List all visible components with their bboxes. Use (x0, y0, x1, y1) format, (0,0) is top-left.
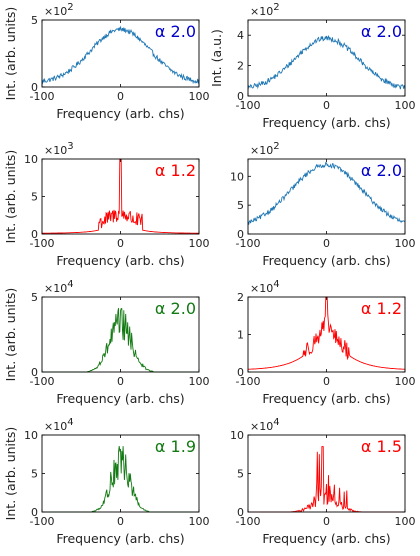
x-tick-label: 0 (323, 375, 330, 388)
y-tick-label: 5 (31, 14, 38, 27)
x-tick-label: 0 (323, 237, 330, 250)
x-tick-label: 100 (395, 375, 416, 388)
x-tick-label: -100 (236, 237, 261, 250)
y-axis-label: Int. (arb. units) (3, 150, 18, 244)
alpha-annotation: α 1.5 (361, 437, 402, 456)
y-tick-label: 0 (237, 90, 244, 103)
y-tick-label: 5 (31, 291, 38, 304)
axis-multiplier: ×104 (250, 279, 280, 295)
axis-multiplier: ×103 (44, 141, 74, 157)
x-tick-label: -100 (236, 99, 261, 112)
x-tick-label: 0 (323, 515, 330, 528)
series-line (247, 34, 406, 90)
y-tick-label: 5 (237, 468, 244, 481)
alpha-annotation: α 1.9 (155, 437, 196, 456)
x-tick-label: 0 (117, 375, 124, 388)
y-axis-label: Int. (arb. units) (3, 7, 18, 101)
x-tick-label: -100 (236, 515, 261, 528)
x-axis-label: Frequency (arb. chs) (262, 531, 390, 546)
x-tick-label: -100 (30, 515, 55, 528)
x-tick-label: 0 (117, 515, 124, 528)
series-line (41, 25, 200, 85)
x-tick-label: -100 (30, 375, 55, 388)
axis-multiplier: ×104 (44, 417, 74, 433)
x-axis-label: Frequency (arb. chs) (262, 115, 390, 130)
x-tick-label: 100 (395, 515, 416, 528)
x-tick-label: 100 (189, 375, 210, 388)
x-tick-label: 0 (323, 99, 330, 112)
alpha-annotation: α 1.2 (155, 161, 196, 180)
y-tick-label: 10 (230, 170, 244, 183)
x-tick-label: 100 (395, 237, 416, 250)
x-tick-label: -100 (30, 90, 55, 103)
x-tick-label: 0 (117, 237, 124, 250)
x-tick-label: 100 (189, 515, 210, 528)
x-tick-label: -100 (30, 237, 55, 250)
x-axis-label: Frequency (arb. chs) (56, 106, 184, 121)
x-tick-label: -100 (236, 375, 261, 388)
y-tick-label: 2 (237, 60, 244, 73)
y-tick-label: 0 (31, 506, 38, 519)
x-axis-label: Frequency (arb. chs) (56, 391, 184, 406)
y-tick-label: 5 (31, 191, 38, 204)
y-tick-label: 0 (237, 366, 244, 379)
y-tick-label: 1 (237, 329, 244, 342)
x-axis-label: Frequency (arb. chs) (56, 253, 184, 268)
series-line (248, 446, 405, 513)
axis-multiplier: ×104 (44, 279, 74, 295)
axis-multiplier: ×104 (250, 417, 280, 433)
y-tick-label: 10 (230, 429, 244, 442)
x-axis-label: Frequency (arb. chs) (262, 391, 390, 406)
axis-multiplier: ×102 (44, 2, 74, 18)
x-tick-label: 0 (117, 90, 124, 103)
series-line (247, 161, 406, 225)
y-tick-label: 4 (237, 29, 244, 42)
y-axis-label: Int. (arb. units) (3, 288, 18, 382)
axis-multiplier: ×102 (250, 2, 280, 18)
alpha-annotation: α 2.0 (155, 22, 196, 41)
x-axis-label: Frequency (arb. chs) (56, 531, 184, 546)
x-tick-label: 100 (395, 99, 416, 112)
y-tick-label: 5 (237, 199, 244, 212)
y-tick-label: 2 (237, 291, 244, 304)
y-axis-label: Int. (arb. units) (3, 427, 18, 521)
alpha-annotation: α 2.0 (361, 161, 402, 180)
y-tick-label: 0 (237, 228, 244, 241)
y-tick-label: 0 (31, 81, 38, 94)
y-tick-label: 10 (24, 153, 38, 166)
y-tick-label: 5 (31, 468, 38, 481)
y-tick-label: 0 (237, 506, 244, 519)
alpha-annotation: α 1.2 (361, 299, 402, 318)
alpha-annotation: α 2.0 (361, 22, 402, 41)
x-axis-label: Frequency (arb. chs) (262, 253, 390, 268)
y-tick-label: 0 (31, 366, 38, 379)
alpha-annotation: α 2.0 (155, 299, 196, 318)
y-axis-label: Int. (a.u.) (209, 29, 224, 87)
y-tick-label: 0 (31, 228, 38, 241)
y-tick-label: 10 (24, 429, 38, 442)
x-tick-label: 100 (189, 237, 210, 250)
axis-multiplier: ×102 (250, 141, 280, 157)
x-tick-label: 100 (189, 90, 210, 103)
